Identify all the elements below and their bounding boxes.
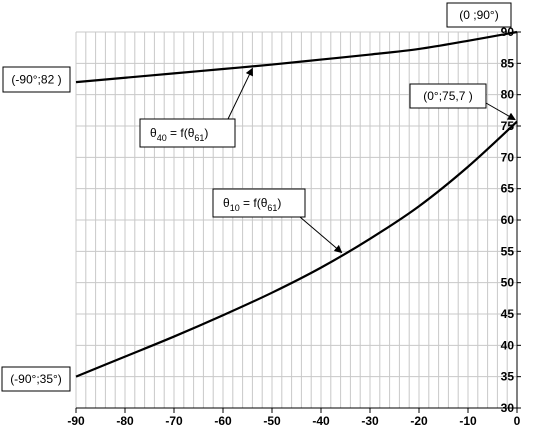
y-tick-label: 80 <box>501 88 515 102</box>
annotation-start-endpoint-lower-box <box>1 366 71 392</box>
x-tick-label: -80 <box>116 414 134 428</box>
y-tick-label: 75 <box>501 119 515 133</box>
y-tick-label: 30 <box>501 401 515 415</box>
x-tick-label: -90 <box>67 414 85 428</box>
x-tick-label: -60 <box>214 414 232 428</box>
y-tick-label: 40 <box>501 338 515 352</box>
x-tick-label: -10 <box>459 414 477 428</box>
annotation-start-endpoint-upper-box <box>2 66 71 93</box>
x-tick-label: -20 <box>410 414 428 428</box>
annotation-arrow <box>485 102 516 121</box>
annotation-theta40-formula-label-end: ) <box>204 126 208 140</box>
annotation-top-endpoint-upper-box <box>446 2 512 28</box>
annotation-start-endpoint-lower-text: (-90°;35°) <box>10 372 62 386</box>
series-group <box>75 30 518 378</box>
series-line-1 <box>75 30 518 84</box>
annotation-arrow <box>227 67 253 120</box>
annotation-theta10-formula-label-sub: 10 <box>230 203 240 213</box>
annotation-theta10-formula-label-end: ) <box>277 196 281 210</box>
annotation-theta40-formula-label-main: θ <box>150 126 157 140</box>
x-tick-label: -50 <box>263 414 281 428</box>
y-tick-label: 70 <box>501 150 515 164</box>
annotation-theta40-formula-label-sub: 40 <box>157 133 167 143</box>
annotation-end-endpoint-lower-text: (0°;75,7 ) <box>423 89 473 103</box>
annotation-theta40-formula-label-sub2: 61 <box>194 133 204 143</box>
annotation-theta40-formula-text: θ40 = f(θ61) <box>150 126 208 143</box>
annotation-arrow <box>299 216 343 254</box>
axes: -90 -80 -70 -60 -50 -40 -30 -20 -10 030 35 40 45 50 55… <box>67 25 521 428</box>
annotation-start-endpoint-upper-text: (-90°;82 ) <box>11 73 61 87</box>
y-tick-label: 65 <box>501 182 515 196</box>
x-tick-label: -30 <box>361 414 379 428</box>
x-tick-label: 0 <box>514 414 521 428</box>
annotation-top-endpoint-upper-text: (0 ;90°) <box>459 8 498 22</box>
y-tick-label: 60 <box>501 213 515 227</box>
y-tick-label: 55 <box>501 244 515 258</box>
annotations: (0 ;90°)(-90°;82 )(0°;75,7 )(-90°;35°)θ4… <box>1 2 516 392</box>
annotation-theta40-formula-box <box>139 118 236 148</box>
annotation-theta10-formula-label-mid: = f(θ <box>240 196 268 210</box>
series-line-2 <box>75 120 518 378</box>
annotation-theta10-formula-text: θ10 = f(θ61) <box>223 196 281 213</box>
annotation-theta10-formula-label-sub2: 61 <box>267 203 277 213</box>
x-tick-label: -40 <box>312 414 330 428</box>
y-tick-label: 35 <box>501 370 515 384</box>
annotation-theta10-formula-box <box>212 188 306 218</box>
y-tick-label: 90 <box>501 25 515 39</box>
annotation-end-endpoint-lower-box <box>409 83 487 109</box>
y-tick-label: 45 <box>501 307 515 321</box>
y-tick-label: 85 <box>501 56 515 70</box>
x-tick-label: -70 <box>165 414 183 428</box>
y-tick-label: 50 <box>501 276 515 290</box>
annotation-theta10-formula-label-main: θ <box>223 196 230 210</box>
annotation-theta40-formula-label-mid: = f(θ <box>167 126 195 140</box>
